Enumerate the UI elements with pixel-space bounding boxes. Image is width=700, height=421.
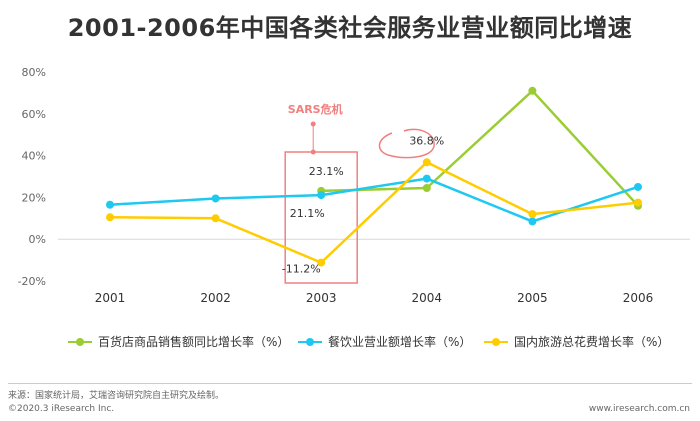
legend-item-catering: 餐饮业营业额增长率（%）: [298, 333, 471, 350]
peak-highlight-circle: [378, 128, 435, 159]
data-label: 36.8%: [409, 134, 444, 147]
data-point: [528, 86, 537, 95]
data-point: [528, 217, 537, 226]
legend-item-tourism: 国内旅游总花费增长率（%）: [484, 333, 669, 350]
data-label: -11.2%: [282, 263, 321, 276]
y-axis-labels: -20% 0% 20% 40% 60% 80%: [18, 66, 46, 288]
copyright: ©2020.3 iResearch Inc.: [8, 404, 115, 414]
series-line: [321, 89, 639, 207]
website-link[interactable]: www.iresearch.com.cn: [588, 404, 690, 414]
x-tick-label: 2004: [412, 291, 443, 305]
chart-title: 2001-2006年中国各类社会服务业营业额同比增速: [67, 14, 633, 42]
legend-swatch-department-store: [68, 337, 92, 347]
y-tick-label: 40%: [22, 150, 46, 163]
y-tick-label: 0%: [29, 233, 46, 246]
sars-pin-foot: [310, 149, 316, 155]
data-point: [422, 183, 431, 192]
legend-swatch-tourism: [484, 337, 508, 347]
data-point: [106, 200, 114, 209]
legend-item-department-store: 百货店商品销售额同比增长率（%）: [68, 333, 289, 350]
data-point: [106, 213, 114, 222]
data-point: [422, 174, 431, 183]
x-tick-label: 2003: [306, 291, 337, 305]
legend-label-tourism: 国内旅游总花费增长率（%）: [514, 335, 670, 349]
series-layer: [106, 86, 642, 267]
data-point: [317, 191, 326, 200]
sars-pin-head: [310, 121, 316, 127]
data-point: [634, 182, 642, 191]
source-note: 来源：国家统计局，艾瑞咨询研究院自主研究及绘制。: [8, 391, 225, 401]
y-tick-label: 80%: [22, 66, 46, 79]
data-point: [634, 198, 642, 207]
x-axis-labels: 2001 2002 2003 2004 2005 2006: [95, 291, 654, 305]
sars-highlight: SARS危机: [284, 102, 435, 284]
x-tick-label: 2002: [200, 291, 231, 305]
series-line: [109, 161, 639, 264]
y-tick-label: 60%: [22, 108, 46, 121]
data-point: [317, 258, 326, 267]
footer-divider: [8, 383, 692, 384]
x-tick-label: 2001: [95, 291, 126, 305]
x-tick-label: 2006: [623, 291, 654, 305]
series-line: [109, 177, 639, 223]
y-tick-label: 20%: [22, 191, 46, 204]
data-label: 21.1%: [290, 207, 325, 220]
legend: 百货店商品销售额同比增长率（%） 餐饮业营业额增长率（%） 国内旅游总花费增长率…: [0, 333, 700, 351]
legend-swatch-catering: [298, 337, 322, 347]
data-label: 23.1%: [309, 165, 344, 178]
x-tick-label: 2005: [517, 291, 548, 305]
data-point: [211, 194, 220, 203]
sars-annotation: SARS危机: [288, 102, 343, 116]
data-point: [211, 214, 220, 223]
sars-highlight-box: [284, 151, 358, 284]
legend-label-department-store: 百货店商品销售额同比增长率（%）: [98, 335, 290, 349]
data-label-layer: 23.1% 21.1% -11.2% 36.8%: [282, 134, 445, 275]
data-point: [422, 158, 431, 167]
legend-label-catering: 餐饮业营业额增长率（%）: [328, 335, 472, 349]
y-tick-label: -20%: [18, 275, 46, 288]
data-point: [528, 210, 537, 219]
